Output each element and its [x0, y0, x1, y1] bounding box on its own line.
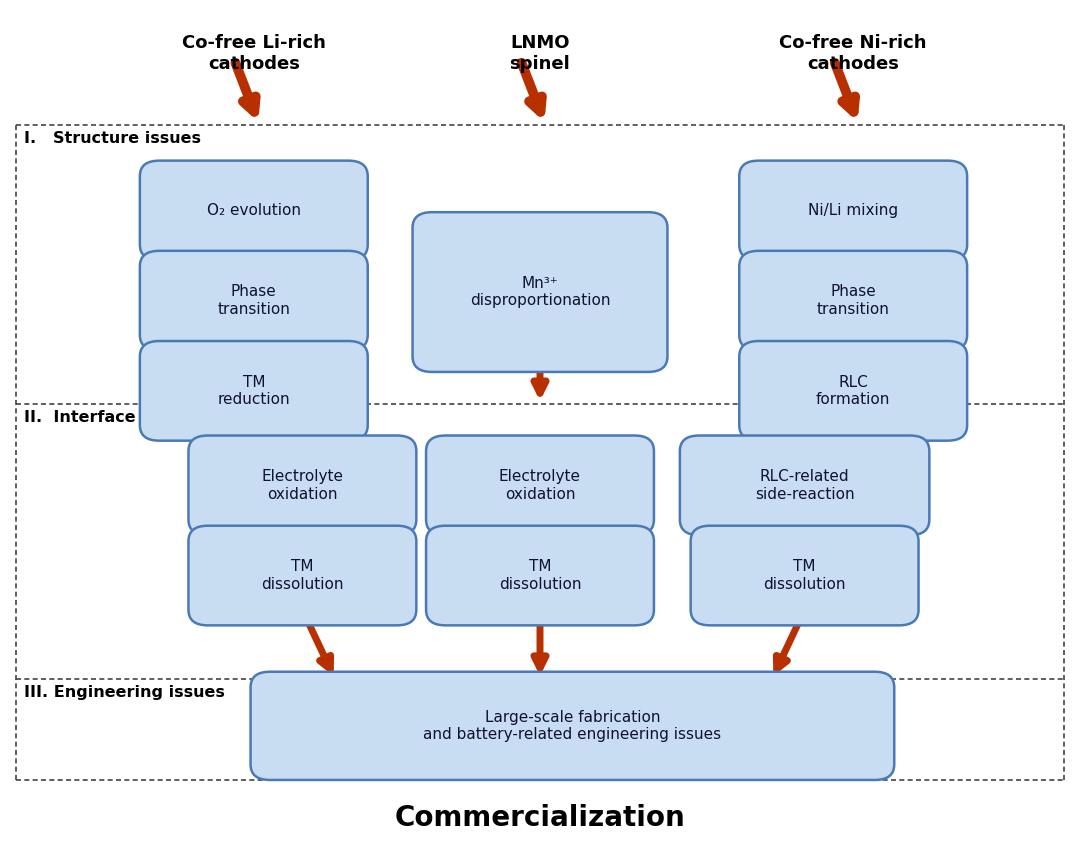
- FancyBboxPatch shape: [413, 212, 667, 372]
- Text: I.   Structure issues: I. Structure issues: [24, 131, 201, 145]
- Text: TM
dissolution: TM dissolution: [499, 559, 581, 592]
- Text: Large-scale fabrication
and battery-related engineering issues: Large-scale fabrication and battery-rela…: [423, 710, 721, 742]
- FancyBboxPatch shape: [251, 672, 894, 780]
- Text: TM
dissolution: TM dissolution: [764, 559, 846, 592]
- Text: Phase
transition: Phase transition: [816, 284, 890, 317]
- Text: II.  Interface issues: II. Interface issues: [24, 410, 198, 424]
- FancyBboxPatch shape: [140, 341, 367, 441]
- Text: LNMO
spinel: LNMO spinel: [510, 34, 570, 73]
- FancyBboxPatch shape: [739, 251, 968, 350]
- Text: TM
dissolution: TM dissolution: [261, 559, 343, 592]
- Text: RLC
formation: RLC formation: [816, 375, 890, 407]
- FancyBboxPatch shape: [426, 526, 653, 625]
- Text: Commercialization: Commercialization: [394, 804, 686, 832]
- FancyBboxPatch shape: [739, 161, 968, 260]
- Text: Electrolyte
oxidation: Electrolyte oxidation: [261, 469, 343, 502]
- Text: Co-free Ni-rich
cathodes: Co-free Ni-rich cathodes: [780, 34, 927, 73]
- Text: O₂ evolution: O₂ evolution: [206, 203, 301, 218]
- FancyBboxPatch shape: [140, 251, 367, 350]
- FancyBboxPatch shape: [691, 526, 918, 625]
- Text: Mn³⁺
disproportionation: Mn³⁺ disproportionation: [470, 276, 610, 308]
- FancyBboxPatch shape: [189, 526, 417, 625]
- FancyBboxPatch shape: [739, 341, 968, 441]
- Text: RLC-related
side-reaction: RLC-related side-reaction: [755, 469, 854, 502]
- Text: III. Engineering issues: III. Engineering issues: [24, 685, 225, 699]
- FancyBboxPatch shape: [189, 436, 417, 535]
- FancyBboxPatch shape: [426, 436, 653, 535]
- Text: Electrolyte
oxidation: Electrolyte oxidation: [499, 469, 581, 502]
- Text: Co-free Li-rich
cathodes: Co-free Li-rich cathodes: [181, 34, 326, 73]
- FancyBboxPatch shape: [680, 436, 929, 535]
- Text: Ni/Li mixing: Ni/Li mixing: [808, 203, 899, 218]
- Text: TM
reduction: TM reduction: [217, 375, 291, 407]
- FancyBboxPatch shape: [140, 161, 367, 260]
- Text: Phase
transition: Phase transition: [217, 284, 291, 317]
